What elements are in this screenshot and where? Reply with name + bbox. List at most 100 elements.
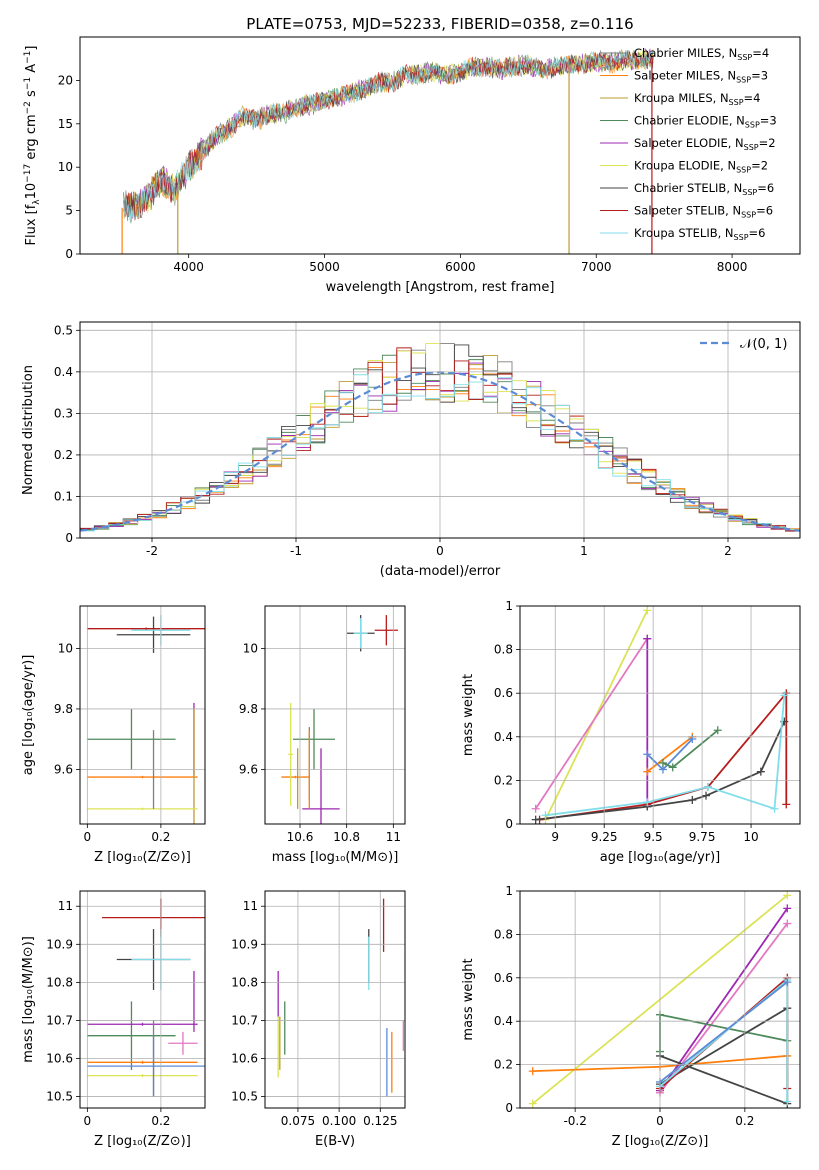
weight-marker-cs bbox=[688, 796, 697, 805]
legend-label-sub: SSP bbox=[741, 211, 756, 220]
x-tick-label: 0 bbox=[84, 1114, 92, 1128]
x-tick-label: 1 bbox=[580, 544, 588, 558]
y-tick-label: 0.4 bbox=[494, 730, 513, 744]
legend-label-text: Salpeter STELIB, N bbox=[634, 204, 741, 218]
axes-frame bbox=[79, 36, 801, 255]
x-tick-label: 4000 bbox=[173, 260, 204, 274]
x-tick-label: 5000 bbox=[309, 260, 340, 274]
x-tick-label: 0.2 bbox=[151, 830, 170, 844]
z_weight-panel: -0.2 0 0.2 0 0.2 0.4 0.6 0.8 1 Z [log₁₀(Z/Z⊙)] mas… bbox=[461, 884, 801, 1149]
weight-marker-bl bbox=[643, 750, 652, 759]
weight-marker-bl bbox=[783, 978, 792, 987]
y-tick-label: 0.6 bbox=[494, 686, 513, 700]
spectrum-series-ke bbox=[123, 49, 654, 217]
legend-label-se: Salpeter ELODIE, NSSP=2 bbox=[634, 136, 776, 152]
y-tick-label: 0.1 bbox=[54, 489, 73, 503]
weight-marker-cs bbox=[756, 767, 765, 776]
x-axis-label: (data-model)/error bbox=[380, 564, 501, 579]
legend-label-count: =3 bbox=[760, 114, 777, 128]
x-tick-label: -1 bbox=[290, 544, 302, 558]
y-axis-label-part: −17 bbox=[23, 164, 33, 183]
y-axis-label-part: λ bbox=[32, 199, 42, 205]
x-tick-label: 11 bbox=[386, 830, 401, 844]
y-tick-label: 9.8 bbox=[239, 702, 258, 716]
legend-label-cm: Chabrier MILES, NSSP=4 bbox=[634, 46, 769, 62]
x-tick-label: 9.25 bbox=[591, 830, 618, 844]
y-tick-label: 9.6 bbox=[239, 763, 258, 777]
y-tick-label: 10 bbox=[243, 641, 258, 655]
x-tick-label: 2 bbox=[724, 544, 732, 558]
y-tick-label: 0 bbox=[505, 1101, 513, 1115]
y-tick-label: 0.6 bbox=[494, 971, 513, 985]
legend-label-count: =4 bbox=[752, 46, 769, 60]
legend-label-count: =3 bbox=[751, 69, 768, 83]
weight-series-bl bbox=[659, 981, 788, 1083]
spectrum-series-ks bbox=[123, 49, 654, 221]
x-tick-label: 10.6 bbox=[287, 830, 314, 844]
x-tick-label: -0.2 bbox=[563, 1114, 586, 1128]
y-tick-label: 10.6 bbox=[231, 1052, 258, 1066]
y-axis-label: Normed distribution bbox=[21, 365, 36, 495]
y-tick-label: 0.4 bbox=[494, 1014, 513, 1028]
x-tick-label: 0.2 bbox=[735, 1114, 754, 1128]
legend-label-text: Kroupa ELODIE, N bbox=[634, 159, 736, 173]
y-axis-label-part: Flux [f bbox=[24, 204, 39, 245]
y-tick-label: 10.8 bbox=[231, 975, 258, 989]
y-tick-label: 0.8 bbox=[494, 643, 513, 657]
y-tick-label: 10.8 bbox=[46, 975, 73, 989]
y-axis-label: Flux [fλ10−17 erg cm−2 s−1 A−1] bbox=[23, 46, 42, 246]
spectrum-panel: 4000 5000 6000 7000 8000 0 5 10 15 20 wavelength [… bbox=[23, 36, 801, 295]
y-tick-label: 11 bbox=[58, 899, 73, 913]
axes-frame bbox=[79, 605, 206, 825]
y-axis-label: mass [log₁₀(M/M⊙)] bbox=[21, 936, 36, 1063]
y-tick-label: 0 bbox=[65, 531, 73, 545]
y-axis-label: age [log₁₀(age/yr)] bbox=[21, 655, 36, 776]
x-tick-label: 9.5 bbox=[644, 830, 663, 844]
y-tick-label: 20 bbox=[58, 73, 73, 87]
weight-series-cs bbox=[535, 721, 786, 821]
legend-label-text: Kroupa STELIB, N bbox=[634, 226, 734, 240]
weight-marker-ce bbox=[668, 763, 677, 772]
x-axis-label: mass [log₁₀(M/M⊙)] bbox=[272, 850, 399, 865]
z_mass-panel: 0 0.2 10.5 10.6 10.7 10.8 10.9 11 Z [log₁₀(Z/Z⊙)… bbox=[21, 890, 206, 1149]
y-tick-label: 10.9 bbox=[231, 937, 258, 951]
y-tick-label: 15 bbox=[58, 117, 73, 131]
x-tick-label: 7000 bbox=[581, 260, 612, 274]
legend-label-sm: Salpeter MILES, NSSP=3 bbox=[634, 69, 768, 85]
y-tick-label: 0.8 bbox=[494, 927, 513, 941]
weight-series-pk bbox=[534, 638, 649, 810]
y-tick-label: 10 bbox=[58, 641, 73, 655]
weight-marker-ks bbox=[783, 1097, 792, 1106]
y-axis-label-part: −1 bbox=[23, 51, 33, 64]
axes-frame bbox=[264, 605, 406, 825]
x-tick-label: -2 bbox=[146, 544, 158, 558]
weight-series-se bbox=[659, 907, 789, 1092]
y-tick-label: 10.7 bbox=[231, 1013, 258, 1027]
legend-label-ke: Kroupa ELODIE, NSSP=2 bbox=[634, 159, 768, 175]
y-tick-label: 10.5 bbox=[231, 1090, 258, 1104]
legend-label-count: =2 bbox=[751, 159, 768, 173]
x-axis-label: Z [log₁₀(Z/Z⊙)] bbox=[94, 850, 191, 865]
weight-marker-sm bbox=[643, 767, 652, 776]
y-tick-label: 5 bbox=[65, 204, 73, 218]
weight-series-sm bbox=[646, 736, 693, 773]
legend-label-text: Chabrier ELODIE, N bbox=[634, 114, 745, 128]
residual_hist-panel: -2 -1 0 1 2 0 0.1 0.2 0.3 0.4 0.5 (data-model)/erro… bbox=[21, 321, 801, 579]
legend-label-count: =6 bbox=[757, 181, 774, 195]
legend-label-sub: SSP bbox=[736, 166, 751, 175]
x-axis-label: Z [log₁₀(Z/Z⊙)] bbox=[94, 1134, 191, 1149]
y-axis-label-part: −1 bbox=[23, 77, 33, 90]
ebv_mass-panel: 0.075 0.100 0.125 10.5 10.6 10.7 10.8 10.9 11 E(B… bbox=[231, 890, 406, 1149]
weight-marker-ss bbox=[782, 800, 791, 809]
legend-label-sub: SSP bbox=[729, 98, 744, 107]
y-tick-label: 0.4 bbox=[54, 365, 73, 379]
y-axis-label: mass weight bbox=[461, 958, 476, 1040]
y-axis-label-part: s bbox=[24, 90, 39, 101]
weight-series-cs bbox=[659, 1006, 789, 1105]
weight-marker-cs bbox=[531, 815, 540, 824]
weight-series-ks bbox=[545, 695, 786, 817]
x-axis-label: wavelength [Angstrom, rest frame] bbox=[326, 280, 555, 295]
legend-label-count: =6 bbox=[749, 226, 766, 240]
y-tick-label: 10 bbox=[58, 160, 73, 174]
x-axis-label: Z [log₁₀(Z/Z⊙)] bbox=[612, 1134, 709, 1149]
